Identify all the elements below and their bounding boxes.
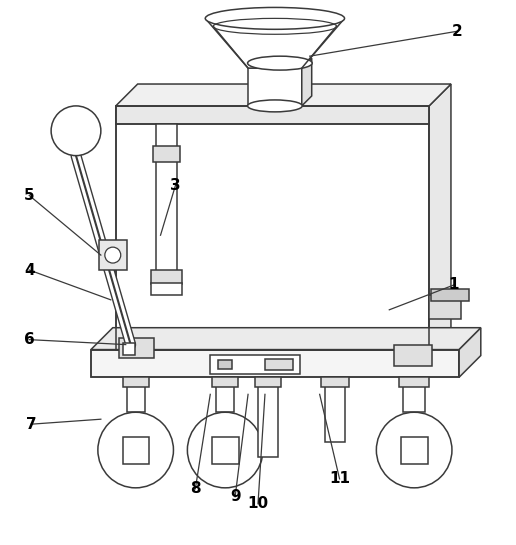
Bar [399,378,429,387]
Ellipse shape [248,100,302,112]
Text: 4: 4 [24,263,35,277]
Polygon shape [116,84,451,106]
Bar [325,378,345,442]
Bar [91,349,459,378]
Bar [431,289,469,301]
Text: 8: 8 [190,481,201,496]
Bar [248,68,303,106]
Bar [155,124,178,283]
Bar [403,378,425,412]
Circle shape [51,106,101,156]
Polygon shape [91,328,481,349]
Circle shape [187,412,263,488]
Bar [123,378,149,387]
Bar [401,437,428,464]
Bar [258,378,278,457]
Text: 5: 5 [24,188,35,203]
Ellipse shape [205,8,345,29]
Bar [255,378,281,387]
Ellipse shape [248,56,312,70]
Bar [218,360,232,370]
Circle shape [105,247,121,263]
Bar [91,349,459,378]
Text: 10: 10 [248,496,268,511]
Text: 7: 7 [26,417,37,432]
Bar [265,359,293,371]
Bar [212,378,238,387]
Bar [127,378,144,412]
Bar [210,355,300,374]
Text: 6: 6 [24,332,35,347]
Bar [119,338,154,358]
Text: 11: 11 [329,471,350,486]
Bar [123,343,135,355]
Bar [320,378,348,387]
Text: 1: 1 [449,277,459,293]
Bar [116,106,429,124]
Circle shape [376,412,452,488]
Bar [99,240,127,270]
Bar [216,378,234,412]
Bar [153,146,181,162]
Polygon shape [205,19,345,68]
Polygon shape [302,58,312,106]
Bar [151,270,183,284]
Bar [394,344,432,366]
Text: 9: 9 [230,489,240,504]
Text: 2: 2 [452,24,462,39]
Bar [116,106,429,349]
Bar [151,283,183,295]
Bar [116,106,429,349]
Text: 3: 3 [170,178,181,193]
Polygon shape [459,328,481,378]
Circle shape [98,412,173,488]
Bar [429,295,461,319]
Polygon shape [429,84,451,349]
Bar [212,437,239,464]
Bar [123,437,149,464]
